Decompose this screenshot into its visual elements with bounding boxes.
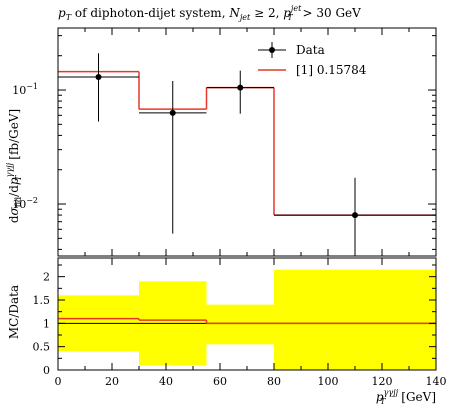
data-point-0: [95, 74, 102, 81]
legend: Data [1] 0.15784: [258, 42, 367, 77]
x-tick-label-5: 100: [318, 375, 339, 388]
top-ylabel: dσfid/dpγγjjT [fb/GeV]: [5, 109, 23, 223]
data-point-3: [352, 212, 358, 219]
x-axis-label: pγγjj T [GeV]: [376, 388, 436, 406]
legend-data-marker: [269, 47, 275, 53]
x-tick-label-0: 0: [55, 375, 62, 388]
top-ytick-label-0: 10−1: [12, 82, 38, 97]
data-points: [58, 53, 436, 256]
chart-title: pT of diphoton-dijet system, Njet ≥ 2, p…: [58, 4, 361, 22]
ratio-panel-frame: [57, 257, 437, 371]
ratio-ytick-label-3: 1.5: [33, 294, 51, 307]
top-ytick-label-1: 10−2: [12, 196, 38, 211]
data-point-2: [237, 84, 244, 91]
ratio-ytick-label-0: 0: [43, 364, 50, 377]
ratio-ylabel: MC/Data: [7, 285, 21, 339]
data-point-1: [169, 109, 176, 116]
x-tick-label-3: 60: [213, 375, 227, 388]
band-bin-2: [206, 304, 274, 345]
ratio-mc-line: [58, 317, 436, 325]
ratio-ytick-label-2: 1: [43, 317, 50, 330]
x-tick-label-7: 140: [426, 375, 447, 388]
x-tick-label-1: 20: [105, 375, 119, 388]
ratio-ytick-label-1: 0.5: [33, 341, 51, 354]
top-axis-ticks: 10−1 10−2: [12, 28, 437, 256]
legend-mc-label: [1] 0.15784: [296, 63, 367, 77]
ratio-uncertainty-band: [58, 269, 436, 370]
x-tick-label-6: 120: [372, 375, 393, 388]
top-panel-frame: [57, 27, 437, 257]
mc-histogram: [58, 70, 436, 216]
x-tick-label-4: 80: [267, 375, 281, 388]
x-tick-labels: 0 20 40 60 80 100 120 140: [55, 375, 447, 388]
legend-data-label: Data: [296, 43, 325, 57]
ratio-ytick-label-4: 2: [43, 271, 50, 284]
x-tick-label-2: 40: [159, 375, 173, 388]
band-bin-3: [274, 269, 436, 370]
